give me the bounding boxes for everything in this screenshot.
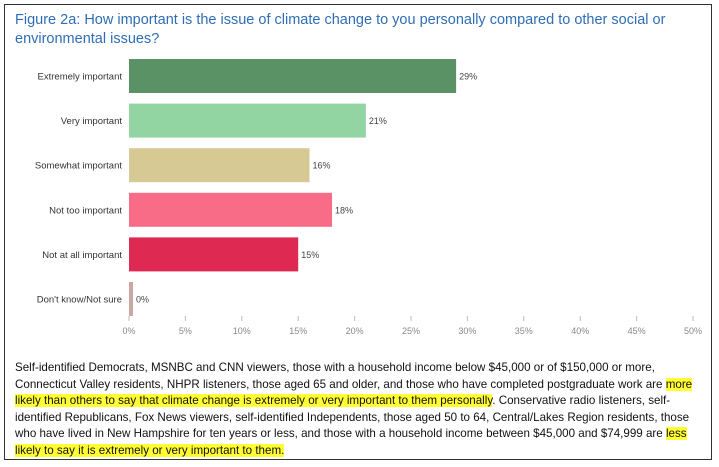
x-tick-label: 45% [628,326,646,336]
x-axis: 0% 5% 10% 15% 20% 25% 30% 35% 40% 45% 50% [122,316,702,336]
bar [129,148,310,183]
x-tick-label: 35% [515,326,533,336]
value-label: 29% [459,72,477,82]
x-tick-label: 40% [571,326,589,336]
category-label: Not at all important [42,250,122,261]
x-tick-label: 0% [122,326,135,336]
bar-chart: Extremely important 29% Very important 21% S… [35,59,702,336]
category-label: Don't know/Not sure [37,295,122,306]
value-label: 18% [335,205,353,215]
value-label: 16% [312,161,330,171]
findings-note: Self-identified Democrats, MSNBC and CNN… [15,360,707,459]
note-text-1: Self-identified Democrats, MSNBC and CNN… [15,361,666,391]
chart-title: Figure 2a: How important is the issue of… [15,12,666,47]
x-tick-label: 25% [402,326,420,336]
bar [129,282,133,316]
bar [129,103,366,138]
note-text-2: . Conservative radio listeners, self-ide… [15,394,690,440]
x-tick-label: 50% [684,326,702,336]
x-tick-label: 10% [233,326,251,336]
category-label: Somewhat important [35,161,122,172]
category-label: Extremely important [38,72,123,83]
value-label: 15% [301,250,319,260]
bar [129,237,299,272]
bar [129,192,333,227]
bars-group: Extremely important 29% Very important 21% S… [35,59,477,316]
bar [129,59,457,93]
x-tick-label: 15% [289,326,307,336]
x-tick-label: 5% [179,326,192,336]
value-label: 0% [136,295,149,305]
value-label: 21% [369,116,387,126]
x-tick-label: 20% [346,326,364,336]
category-label: Very important [61,116,123,127]
x-tick-label: 30% [458,326,476,336]
category-label: Not too important [49,205,122,216]
figure-frame: Figure 2a: How important is the issue of… [4,4,712,460]
